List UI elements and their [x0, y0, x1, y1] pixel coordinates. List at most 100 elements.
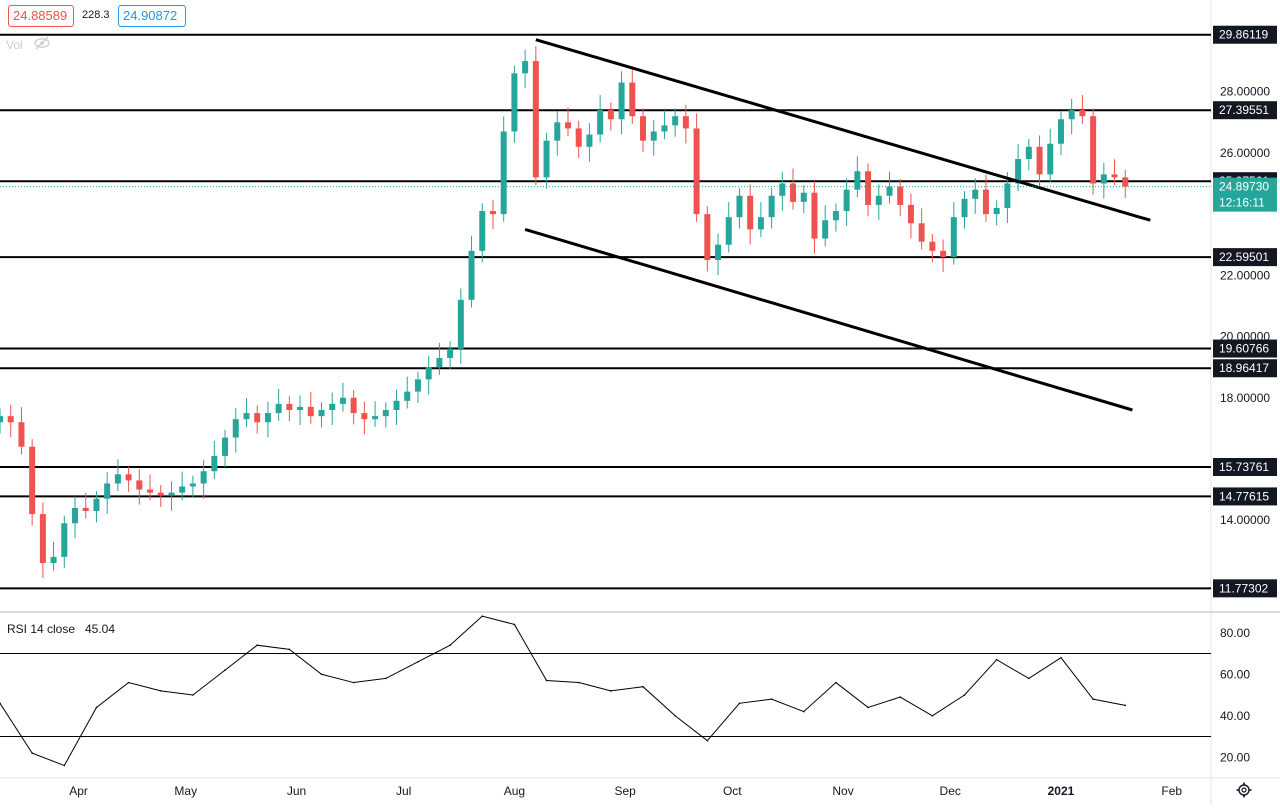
- candle: [275, 388, 282, 421]
- rsi-point: [1028, 677, 1030, 680]
- candle: [747, 184, 754, 245]
- candle-body: [211, 455, 218, 472]
- candle: [93, 491, 100, 523]
- candle: [982, 174, 989, 222]
- candle-body: [125, 474, 132, 481]
- time-axis-label: Apr: [69, 784, 88, 798]
- candle: [125, 466, 132, 492]
- candle: [168, 481, 175, 511]
- level-price-label: 18.96417: [1219, 361, 1269, 375]
- level-price-tag: [1213, 339, 1277, 358]
- candle-body: [929, 241, 936, 251]
- candle-body: [672, 116, 679, 126]
- candle-body: [1004, 183, 1011, 208]
- candle: [1111, 159, 1118, 186]
- candle: [243, 398, 250, 427]
- open-value-box: 24.88589: [8, 5, 74, 27]
- candle: [790, 168, 797, 210]
- time-axis-label: Feb: [1161, 784, 1182, 798]
- candle: [564, 107, 571, 137]
- rsi-point: [1092, 698, 1094, 700]
- candle: [372, 401, 379, 427]
- candle: [7, 404, 14, 438]
- candle-body: [554, 122, 561, 141]
- candle-body: [61, 523, 68, 557]
- candle-body: [189, 483, 196, 487]
- candle: [232, 407, 239, 453]
- candle: [511, 65, 518, 143]
- candle-body: [1068, 110, 1075, 120]
- axes: 28.00000 26.00000 22.00000 20.00000 18.00000…: [0, 85, 1277, 798]
- rsi-point: [545, 679, 548, 682]
- candle-body: [104, 483, 111, 499]
- candle-body: [457, 299, 464, 349]
- candle: [618, 71, 625, 135]
- candle-body: [843, 189, 850, 212]
- candle-body: [1122, 177, 1129, 187]
- candle: [822, 205, 829, 247]
- candle: [414, 371, 421, 403]
- candle: [339, 382, 346, 412]
- rsi-point: [417, 661, 419, 663]
- candle: [832, 203, 839, 232]
- candle-body: [854, 171, 861, 190]
- rsi-point: [513, 623, 516, 626]
- countdown-label: 12:16:11: [1219, 196, 1265, 210]
- candle: [329, 392, 336, 425]
- rsi-label[interactable]: RSI 14 close: [7, 622, 76, 636]
- candle: [757, 202, 764, 238]
- candle: [1036, 135, 1043, 190]
- rsi-point: [320, 673, 323, 676]
- horizontal-levels: 29.8611927.3955125.0756122.5950119.60766…: [0, 25, 1277, 598]
- candle-body: [254, 413, 261, 423]
- candle: [72, 496, 79, 539]
- last-price-label: 24.89730: [1219, 180, 1269, 194]
- level-price-tag: [1213, 359, 1277, 378]
- candle: [82, 492, 89, 519]
- candle: [350, 390, 357, 425]
- candle-body: [940, 250, 947, 257]
- candle: [532, 46, 539, 186]
- candle-body: [114, 474, 121, 484]
- candle: [843, 178, 850, 227]
- candle-body: [243, 413, 250, 420]
- gear-icon[interactable]: [1236, 782, 1252, 798]
- candle: [479, 203, 486, 263]
- price-tick-label: 22.00000: [1220, 268, 1270, 282]
- candle-body: [372, 416, 379, 420]
- candle: [318, 402, 325, 428]
- rsi-point: [1124, 704, 1127, 707]
- price-tick-label: 14.00000: [1220, 513, 1270, 527]
- candle-body: [168, 492, 175, 496]
- candle-body: [972, 189, 979, 199]
- candle-body: [489, 211, 496, 215]
- volume-indicator-label[interactable]: Vol: [6, 38, 23, 52]
- rsi-tick-label: 20.00: [1220, 750, 1250, 764]
- candle: [393, 389, 400, 425]
- rsi-point: [577, 681, 580, 684]
- candle-body: [575, 128, 582, 147]
- candle: [264, 401, 271, 438]
- candle-body: [425, 367, 432, 380]
- candle-body: [0, 416, 3, 423]
- time-axis-label: Aug: [504, 784, 525, 798]
- eye-slash-icon[interactable]: [33, 36, 51, 50]
- candle: [404, 376, 411, 409]
- candle: [39, 502, 46, 579]
- time-axis-label: May: [174, 784, 197, 798]
- rsi-point: [385, 677, 387, 680]
- candle: [1068, 98, 1075, 135]
- candle-body: [329, 403, 336, 410]
- candle: [29, 439, 36, 526]
- candle: [586, 123, 593, 162]
- candle: [286, 396, 293, 422]
- candle: [1090, 108, 1097, 195]
- candle: [993, 200, 1000, 226]
- candle-body: [307, 406, 314, 417]
- candle: [607, 102, 614, 131]
- candle: [157, 484, 164, 508]
- rsi-point: [867, 706, 869, 709]
- candle: [500, 116, 507, 222]
